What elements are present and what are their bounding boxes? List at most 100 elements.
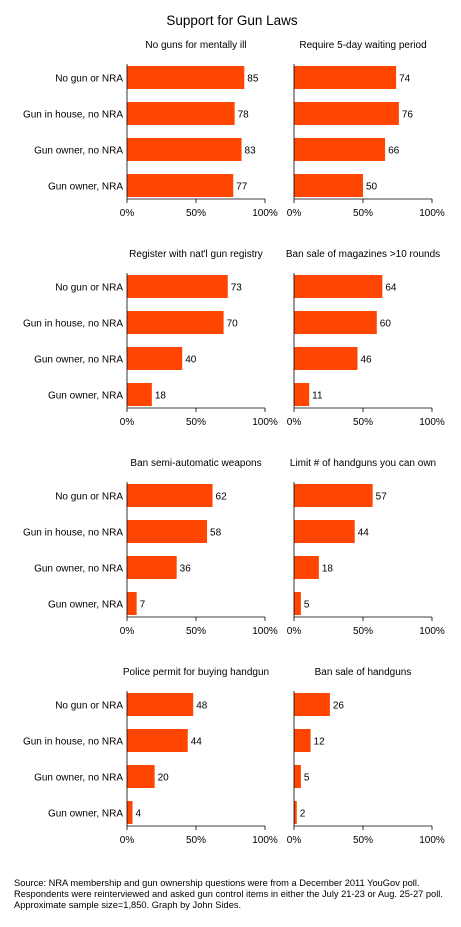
value-label-p3-1: 73 [231, 283, 243, 294]
bar-p1-2 [127, 102, 235, 125]
x-tick-label-p8-1: 0% [287, 835, 302, 846]
value-label-p6-3: 18 [322, 564, 334, 575]
value-label-p8-4: 2 [300, 809, 306, 820]
category-label-p5-1: No gun or NRA [55, 492, 123, 503]
bar-p3-3 [127, 347, 183, 370]
x-tick-label-p2-1: 0% [287, 208, 302, 219]
x-tick-label-p4-2: 50% [353, 417, 373, 428]
category-label-p7-3: Gun owner, no NRA [34, 773, 123, 784]
bar-p3-1 [127, 275, 228, 298]
category-label-p7-2: Gun in house, no NRA [23, 737, 123, 748]
value-label-p6-2: 44 [358, 528, 370, 539]
value-label-p2-4: 50 [366, 182, 378, 193]
panel-title-p5: Ban semi-automatic weapons [130, 458, 261, 469]
bar-p7-3 [127, 765, 155, 788]
x-tick-label-p3-3: 100% [252, 417, 278, 428]
panel-title-p8: Ban sale of handguns [315, 667, 412, 678]
bar-p3-2 [127, 311, 224, 334]
bar-p6-3 [294, 556, 319, 579]
value-label-p6-1: 57 [376, 492, 388, 503]
bar-p8-4 [294, 801, 297, 824]
category-label-p3-4: Gun owner, NRA [48, 391, 123, 402]
value-label-p4-1: 64 [385, 283, 397, 294]
category-label-p5-3: Gun owner, no NRA [34, 564, 123, 575]
x-tick-label-p1-1: 0% [120, 208, 135, 219]
x-tick-label-p7-1: 0% [120, 835, 135, 846]
category-label-p5-2: Gun in house, no NRA [23, 528, 123, 539]
category-label-p1-3: Gun owner, no NRA [34, 146, 123, 157]
value-label-p4-3: 46 [360, 355, 372, 366]
value-label-p1-1: 85 [247, 74, 259, 85]
bar-p8-3 [294, 765, 301, 788]
value-label-p8-2: 12 [314, 737, 326, 748]
value-label-p7-2: 44 [191, 737, 203, 748]
bar-p2-4 [294, 174, 363, 197]
x-tick-label-p2-2: 50% [353, 208, 373, 219]
value-label-p3-4: 18 [155, 391, 167, 402]
bar-p7-2 [127, 729, 188, 752]
category-label-p1-1: No gun or NRA [55, 74, 123, 85]
bar-p4-3 [294, 347, 358, 370]
x-tick-label-p1-3: 100% [252, 208, 278, 219]
bar-p8-1 [294, 693, 330, 716]
panel-title-p1: No guns for mentally ill [145, 40, 246, 51]
x-tick-label-p5-1: 0% [120, 626, 135, 637]
value-label-p2-3: 66 [388, 146, 400, 157]
bar-p5-4 [127, 592, 137, 615]
value-label-p6-4: 5 [304, 600, 310, 611]
x-tick-label-p6-2: 50% [353, 626, 373, 637]
main-title: Support for Gun Laws [166, 13, 298, 28]
bar-p5-1 [127, 484, 213, 507]
panel-title-p4: Ban sale of magazines >10 rounds [286, 249, 440, 260]
bar-p1-4 [127, 174, 234, 197]
x-tick-label-p6-1: 0% [287, 626, 302, 637]
x-tick-label-p5-3: 100% [252, 626, 278, 637]
bar-p6-1 [294, 484, 373, 507]
panel-title-p2: Require 5-day waiting period [299, 40, 426, 51]
bar-p4-1 [294, 275, 383, 298]
bar-p1-3 [127, 138, 242, 161]
x-tick-label-p6-3: 100% [419, 626, 445, 637]
x-tick-label-p1-2: 50% [186, 208, 206, 219]
source-note: Source: NRA membership and gun ownership… [14, 878, 443, 910]
panel-title-p6: Limit # of handguns you can own [290, 458, 436, 469]
x-tick-label-p7-3: 100% [252, 835, 278, 846]
bar-p2-3 [294, 138, 386, 161]
value-label-p4-2: 60 [380, 319, 392, 330]
bar-p3-4 [127, 383, 152, 406]
value-label-p3-2: 70 [227, 319, 239, 330]
bar-p7-4 [127, 801, 133, 824]
x-tick-label-p3-1: 0% [120, 417, 135, 428]
x-tick-label-p4-1: 0% [287, 417, 302, 428]
bar-p6-4 [294, 592, 301, 615]
value-label-p5-1: 62 [216, 492, 228, 503]
bar-p2-1 [294, 66, 397, 89]
x-tick-label-p2-3: 100% [419, 208, 445, 219]
category-label-p3-2: Gun in house, no NRA [23, 319, 123, 330]
value-label-p1-3: 83 [245, 146, 257, 157]
value-label-p2-2: 76 [402, 110, 414, 121]
bar-p4-4 [294, 383, 310, 406]
x-tick-label-p8-3: 100% [419, 835, 445, 846]
value-label-p7-4: 4 [136, 809, 142, 820]
bar-p5-3 [127, 556, 177, 579]
value-label-p1-4: 77 [236, 182, 248, 193]
value-label-p5-3: 36 [180, 564, 192, 575]
bar-p5-2 [127, 520, 208, 543]
x-tick-label-p3-2: 50% [186, 417, 206, 428]
category-label-p7-4: Gun owner, NRA [48, 809, 123, 820]
category-label-p3-1: No gun or NRA [55, 283, 123, 294]
panel-title-p7: Police permit for buying handgun [123, 667, 269, 678]
bar-p6-2 [294, 520, 355, 543]
bar-p1-1 [127, 66, 245, 89]
bar-p8-2 [294, 729, 311, 752]
category-label-p7-1: No gun or NRA [55, 701, 123, 712]
x-tick-label-p7-2: 50% [186, 835, 206, 846]
category-label-p3-3: Gun owner, no NRA [34, 355, 123, 366]
bar-p7-1 [127, 693, 194, 716]
value-label-p4-4: 11 [312, 391, 323, 402]
value-label-p7-3: 20 [158, 773, 170, 784]
value-label-p5-4: 7 [140, 600, 146, 611]
